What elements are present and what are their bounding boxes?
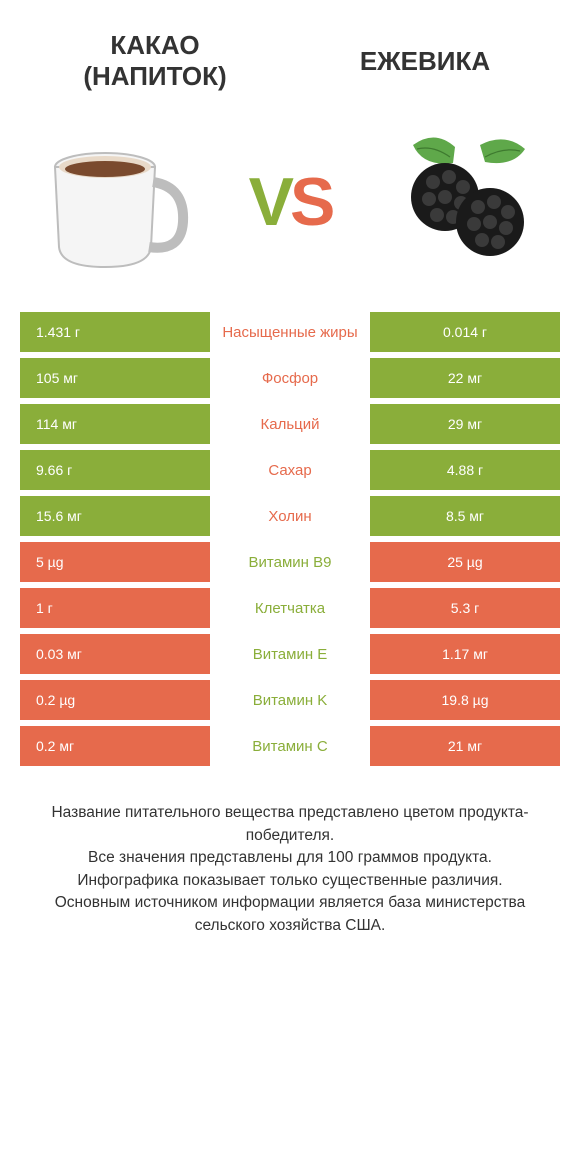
left-value: 0.03 мг	[20, 634, 210, 674]
table-row: 0.2 µgВитамин K19.8 µg	[20, 680, 560, 720]
nutrient-label: Кальций	[210, 404, 370, 444]
nutrient-label: Витамин K	[210, 680, 370, 720]
right-value: 1.17 мг	[370, 634, 560, 674]
comparison-infographic: Какао (напиток) Ежевика VS	[0, 0, 580, 947]
cocoa-image	[30, 122, 200, 282]
right-value: 29 мг	[370, 404, 560, 444]
table-row: 0.2 мгВитамин C21 мг	[20, 726, 560, 766]
table-row: 15.6 мгХолин8.5 мг	[20, 496, 560, 536]
berry-cluster-2	[456, 188, 524, 256]
left-title: Какао (напиток)	[20, 30, 290, 92]
left-value: 0.2 мг	[20, 726, 210, 766]
right-value: 25 µg	[370, 542, 560, 582]
footer-notes: Название питательного вещества представл…	[20, 772, 560, 937]
footer-line-4: Основным источником информации является …	[20, 892, 560, 937]
table-row: 0.03 мгВитамин E1.17 мг	[20, 634, 560, 674]
left-title-line1: Какао	[20, 30, 290, 61]
footer-line-3: Инфографика показывает только существенн…	[20, 870, 560, 892]
nutrient-label: Витамин B9	[210, 542, 370, 582]
nutrient-label: Витамин E	[210, 634, 370, 674]
vs-label: VS	[249, 163, 332, 241]
nutrient-label: Насыщенные жиры	[210, 312, 370, 352]
left-title-line2: (напиток)	[20, 61, 290, 92]
left-value: 1.431 г	[20, 312, 210, 352]
cocoa-mug-icon	[35, 127, 195, 277]
blackberry-image	[380, 122, 550, 282]
left-value: 9.66 г	[20, 450, 210, 490]
table-row: 9.66 гСахар4.88 г	[20, 450, 560, 490]
right-value: 22 мг	[370, 358, 560, 398]
footer-line-1: Название питательного вещества представл…	[20, 802, 560, 847]
vs-v: V	[249, 164, 290, 240]
right-value: 19.8 µg	[370, 680, 560, 720]
table-row: 1 гКлетчатка5.3 г	[20, 588, 560, 628]
left-value: 1 г	[20, 588, 210, 628]
comparison-table: 1.431 гНасыщенные жиры0.014 г 105 мгФосфо…	[20, 312, 560, 766]
vs-s: S	[290, 164, 331, 240]
right-title: Ежевика	[290, 46, 560, 77]
table-row: 1.431 гНасыщенные жиры0.014 г	[20, 312, 560, 352]
right-value: 5.3 г	[370, 588, 560, 628]
left-value: 114 мг	[20, 404, 210, 444]
left-value: 5 µg	[20, 542, 210, 582]
footer-line-2: Все значения представлены для 100 граммо…	[20, 847, 560, 869]
table-row: 105 мгФосфор22 мг	[20, 358, 560, 398]
table-row: 5 µgВитамин B925 µg	[20, 542, 560, 582]
nutrient-label: Витамин C	[210, 726, 370, 766]
left-value: 15.6 мг	[20, 496, 210, 536]
blackberry-icon	[385, 127, 545, 277]
right-value: 0.014 г	[370, 312, 560, 352]
right-value: 4.88 г	[370, 450, 560, 490]
table-row: 114 мгКальций29 мг	[20, 404, 560, 444]
titles-row: Какао (напиток) Ежевика	[20, 20, 560, 112]
nutrient-label: Фосфор	[210, 358, 370, 398]
right-value: 8.5 мг	[370, 496, 560, 536]
nutrient-label: Сахар	[210, 450, 370, 490]
images-row: VS	[20, 112, 560, 312]
nutrient-label: Холин	[210, 496, 370, 536]
right-value: 21 мг	[370, 726, 560, 766]
left-value: 105 мг	[20, 358, 210, 398]
left-value: 0.2 µg	[20, 680, 210, 720]
nutrient-label: Клетчатка	[210, 588, 370, 628]
